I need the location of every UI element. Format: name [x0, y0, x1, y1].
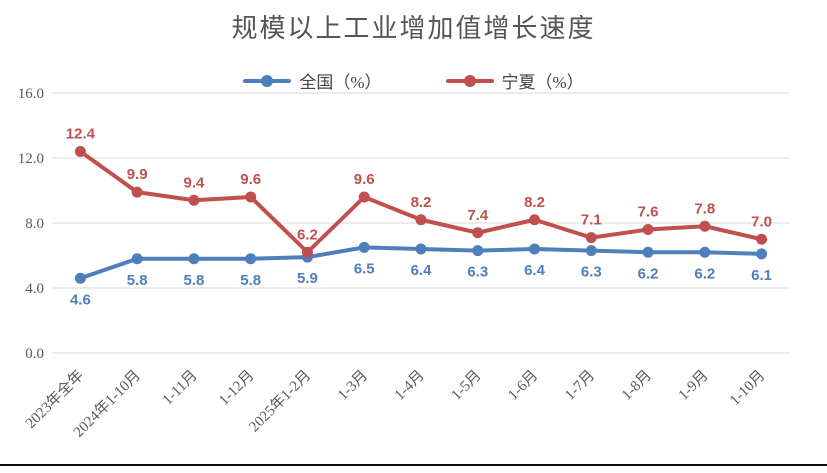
chart-legend: 全国（%） 宁夏（%）: [0, 68, 827, 93]
data-label: 9.9: [127, 166, 148, 183]
data-label: 7.0: [751, 213, 772, 230]
data-point: [472, 227, 484, 239]
data-label: 12.4: [66, 126, 96, 143]
data-point: [756, 233, 768, 245]
data-label: 5.8: [183, 272, 204, 289]
data-label: 5.8: [127, 272, 148, 289]
x-tick-label: 1-10月: [727, 368, 768, 409]
data-point: [472, 245, 484, 257]
data-label: 6.3: [581, 264, 602, 281]
x-tick-label: 1-8月: [619, 368, 655, 404]
data-label: 7.6: [638, 204, 659, 221]
data-label: 8.2: [524, 194, 545, 211]
x-tick-label: 1-12月: [216, 368, 257, 409]
data-label: 8.2: [411, 194, 432, 211]
data-point: [358, 191, 370, 203]
data-point: [245, 191, 257, 203]
y-tick-label: 0.0: [25, 346, 44, 362]
data-label: 6.2: [694, 265, 715, 282]
bottom-divider: [0, 464, 827, 466]
y-tick-label: 16.0: [18, 86, 44, 102]
data-point: [131, 253, 143, 265]
data-label: 6.3: [467, 264, 488, 281]
data-label: 6.4: [411, 262, 433, 279]
data-point: [358, 241, 370, 253]
data-label: 7.8: [694, 200, 715, 217]
legend-marker-ningxia-icon: [445, 74, 494, 87]
legend-label-ningxia: 宁夏（%）: [501, 73, 584, 92]
data-point: [529, 243, 541, 255]
data-point: [699, 220, 711, 232]
data-label: 9.4: [183, 174, 205, 191]
data-label: 9.6: [240, 171, 261, 188]
x-tick-label: 1-3月: [335, 368, 371, 404]
data-point: [756, 248, 768, 260]
legend-item-national: 全国（%）: [243, 68, 382, 93]
y-tick-label: 8.0: [25, 216, 44, 232]
x-tick-label: 1-4月: [392, 368, 428, 404]
data-point: [415, 243, 427, 255]
data-point: [188, 253, 200, 265]
data-label: 6.2: [638, 265, 659, 282]
x-tick-label: 1-11月: [160, 368, 201, 409]
x-tick-label: 1-6月: [505, 368, 541, 404]
data-label: 5.8: [240, 272, 261, 289]
data-label: 6.5: [354, 260, 375, 277]
data-label: 6.2: [297, 226, 318, 243]
data-label: 5.9: [297, 270, 318, 287]
data-point: [642, 246, 654, 258]
x-tick-label: 1-5月: [449, 368, 485, 404]
data-label: 7.1: [581, 212, 602, 229]
data-point: [74, 272, 86, 284]
x-tick-label: 2025年1-2月: [246, 367, 315, 436]
data-point: [642, 224, 654, 235]
x-tick-label: 1-9月: [676, 368, 712, 404]
data-point: [529, 214, 541, 226]
data-point: [415, 214, 427, 226]
x-tick-label: 1-7月: [562, 368, 598, 404]
data-point: [301, 246, 313, 258]
legend-label-national: 全国（%）: [299, 73, 382, 92]
data-point: [699, 246, 711, 258]
data-label: 6.4: [524, 262, 546, 279]
data-point: [245, 253, 257, 265]
data-point: [74, 146, 86, 157]
data-point: [585, 245, 597, 257]
y-tick-label: 4.0: [25, 281, 44, 297]
data-label: 4.6: [70, 291, 91, 308]
data-label: 6.1: [751, 267, 772, 284]
data-point: [131, 186, 143, 198]
data-point: [188, 194, 200, 206]
y-tick-label: 12.0: [18, 151, 44, 167]
legend-item-ningxia: 宁夏（%）: [445, 68, 584, 93]
legend-marker-national-icon: [243, 74, 292, 87]
data-label: 9.6: [354, 171, 375, 188]
chart-title: 规模以上工业增加值增长速度: [231, 14, 596, 43]
data-label: 7.4: [467, 207, 489, 224]
data-point: [585, 232, 597, 244]
